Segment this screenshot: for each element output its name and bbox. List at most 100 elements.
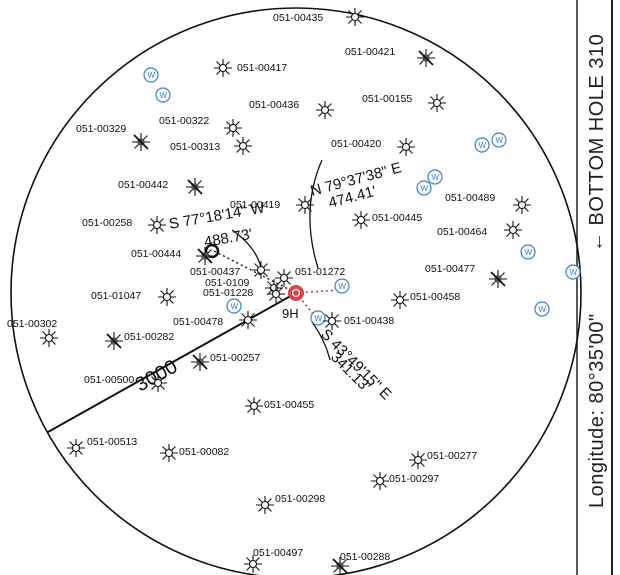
well-center bbox=[249, 401, 259, 411]
well-marker[interactable]: 051-00082 bbox=[160, 444, 229, 462]
water-well-letter: W bbox=[160, 91, 168, 100]
well-center bbox=[517, 200, 527, 210]
plug-slash bbox=[192, 354, 208, 370]
well-center bbox=[153, 378, 163, 388]
water-well-icon: W bbox=[534, 301, 550, 317]
well-label: 051-01272 bbox=[295, 266, 345, 278]
well-label: 051-00288 bbox=[340, 551, 390, 563]
well-center bbox=[508, 225, 518, 235]
well-label: 051-00437 bbox=[190, 266, 240, 278]
well-marker[interactable]: 051-0109 bbox=[205, 277, 283, 297]
distance-sw-text: 488.73' bbox=[203, 226, 254, 251]
oil-well-icon bbox=[149, 374, 167, 392]
plug-slash bbox=[418, 50, 434, 66]
well-marker[interactable]: 051-00329 bbox=[76, 123, 150, 151]
water-well-letter: W bbox=[421, 184, 429, 193]
well-marker[interactable]: 051-00258 bbox=[82, 216, 166, 234]
well-center bbox=[320, 105, 330, 115]
well-marker[interactable]: 051-00435 bbox=[273, 8, 364, 26]
well-center bbox=[260, 500, 270, 510]
plugged-well-icon bbox=[132, 133, 150, 151]
well-label: 051-00322 bbox=[159, 115, 209, 127]
well-marker[interactable]: 051-00420 bbox=[331, 138, 415, 156]
well-marker[interactable]: 051-00417 bbox=[214, 59, 287, 77]
well-marker[interactable]: 051-00421 bbox=[345, 46, 435, 67]
well-center bbox=[162, 292, 172, 302]
well-label: 051-00464 bbox=[437, 226, 487, 238]
well-marker[interactable]: 051-00500 bbox=[84, 374, 167, 392]
dotted-line-west bbox=[211, 249, 297, 294]
well-marker[interactable]: 051-00297 bbox=[371, 472, 439, 490]
well-label: 051-00445 bbox=[372, 212, 422, 224]
well-marker[interactable]: 051-01228 bbox=[203, 285, 285, 303]
well-center bbox=[413, 455, 423, 465]
well-label: 051-00329 bbox=[76, 123, 126, 135]
well-label: 051-00155 bbox=[362, 93, 412, 105]
well-marker[interactable]: 051-00513 bbox=[67, 436, 137, 457]
well-marker[interactable]: 051-00277 bbox=[409, 450, 477, 469]
well-center bbox=[356, 215, 366, 225]
oil-well-icon bbox=[252, 261, 270, 279]
well-marker[interactable]: 051-00437 bbox=[190, 261, 270, 279]
well-marker[interactable]: 051-00313 bbox=[170, 137, 252, 155]
well-center bbox=[395, 295, 405, 305]
well-label: 051-00489 bbox=[445, 192, 495, 204]
plug-slash bbox=[197, 248, 213, 264]
oil-well-icon bbox=[234, 137, 252, 155]
oil-well-icon bbox=[352, 211, 370, 229]
water-well-icon: W bbox=[334, 278, 350, 294]
well-marker[interactable]: 051-00438 bbox=[323, 312, 394, 330]
plugged-well-icon bbox=[196, 247, 214, 265]
well-marker[interactable]: 051-00436 bbox=[249, 99, 334, 119]
well-label: 051-00477 bbox=[425, 263, 475, 275]
well-marker[interactable]: 051-00282 bbox=[105, 331, 174, 350]
plug-slash bbox=[133, 134, 149, 150]
well-marker[interactable]: 051-01272 bbox=[275, 266, 345, 287]
well-marker[interactable]: 051-00445 bbox=[352, 211, 422, 229]
well-center bbox=[350, 12, 360, 22]
oil-well-icon bbox=[504, 221, 522, 239]
well-marker[interactable]: 051-00478 bbox=[173, 311, 257, 329]
well-marker[interactable]: 051-00477 bbox=[425, 263, 507, 288]
well-label: 051-00455 bbox=[264, 399, 314, 411]
well-marker[interactable]: 051-01047 bbox=[91, 288, 176, 306]
radius-line bbox=[47, 292, 297, 433]
water-well-letter: W bbox=[148, 71, 156, 80]
well-marker[interactable]: 051-00288 bbox=[331, 551, 390, 575]
target-well-marker[interactable] bbox=[288, 285, 304, 301]
oil-well-icon bbox=[513, 196, 531, 214]
well-label: 051-00442 bbox=[118, 179, 168, 191]
well-marker[interactable]: 051-00419 bbox=[230, 196, 314, 214]
well-marker[interactable]: 051-00302 bbox=[7, 318, 58, 347]
well-label: 051-00435 bbox=[273, 12, 323, 24]
well-marker[interactable]: 051-00444 bbox=[131, 247, 214, 265]
oil-well-icon bbox=[158, 288, 176, 306]
oil-well-icon bbox=[346, 8, 364, 26]
well-marker[interactable]: 051-00497 bbox=[244, 547, 303, 573]
well-marker[interactable]: 051-00257 bbox=[191, 352, 260, 371]
dotted-line-east bbox=[295, 289, 341, 294]
well-marker[interactable]: 051-00155 bbox=[362, 93, 446, 112]
water-well-letter: W bbox=[539, 305, 547, 314]
oil-well-icon bbox=[409, 451, 427, 469]
well-marker[interactable]: 051-00458 bbox=[391, 291, 460, 309]
well-marker[interactable]: 051-00464 bbox=[437, 221, 522, 239]
well-marker[interactable]: 051-00489 bbox=[445, 192, 531, 214]
water-well-letter: W bbox=[525, 248, 533, 257]
well-marker[interactable]: 051-00298 bbox=[256, 493, 325, 514]
well-marker[interactable]: 051-00442 bbox=[118, 178, 204, 196]
water-well-icon: W bbox=[226, 298, 242, 314]
well-label: 051-0109 bbox=[205, 277, 250, 289]
well-marker[interactable]: 051-00322 bbox=[159, 115, 242, 137]
well-marker[interactable]: 051-00455 bbox=[245, 397, 314, 415]
water-well-icon: W bbox=[155, 87, 171, 103]
oil-well-icon bbox=[371, 472, 389, 490]
oil-well-icon bbox=[256, 496, 274, 514]
water-well-icon: W bbox=[416, 180, 432, 196]
well-label: 051-00258 bbox=[82, 217, 132, 229]
well-label: 051-00513 bbox=[87, 436, 137, 448]
well-label: 051-00257 bbox=[210, 352, 260, 364]
well-label: 051-00458 bbox=[410, 291, 460, 303]
oil-well-icon bbox=[275, 269, 293, 287]
